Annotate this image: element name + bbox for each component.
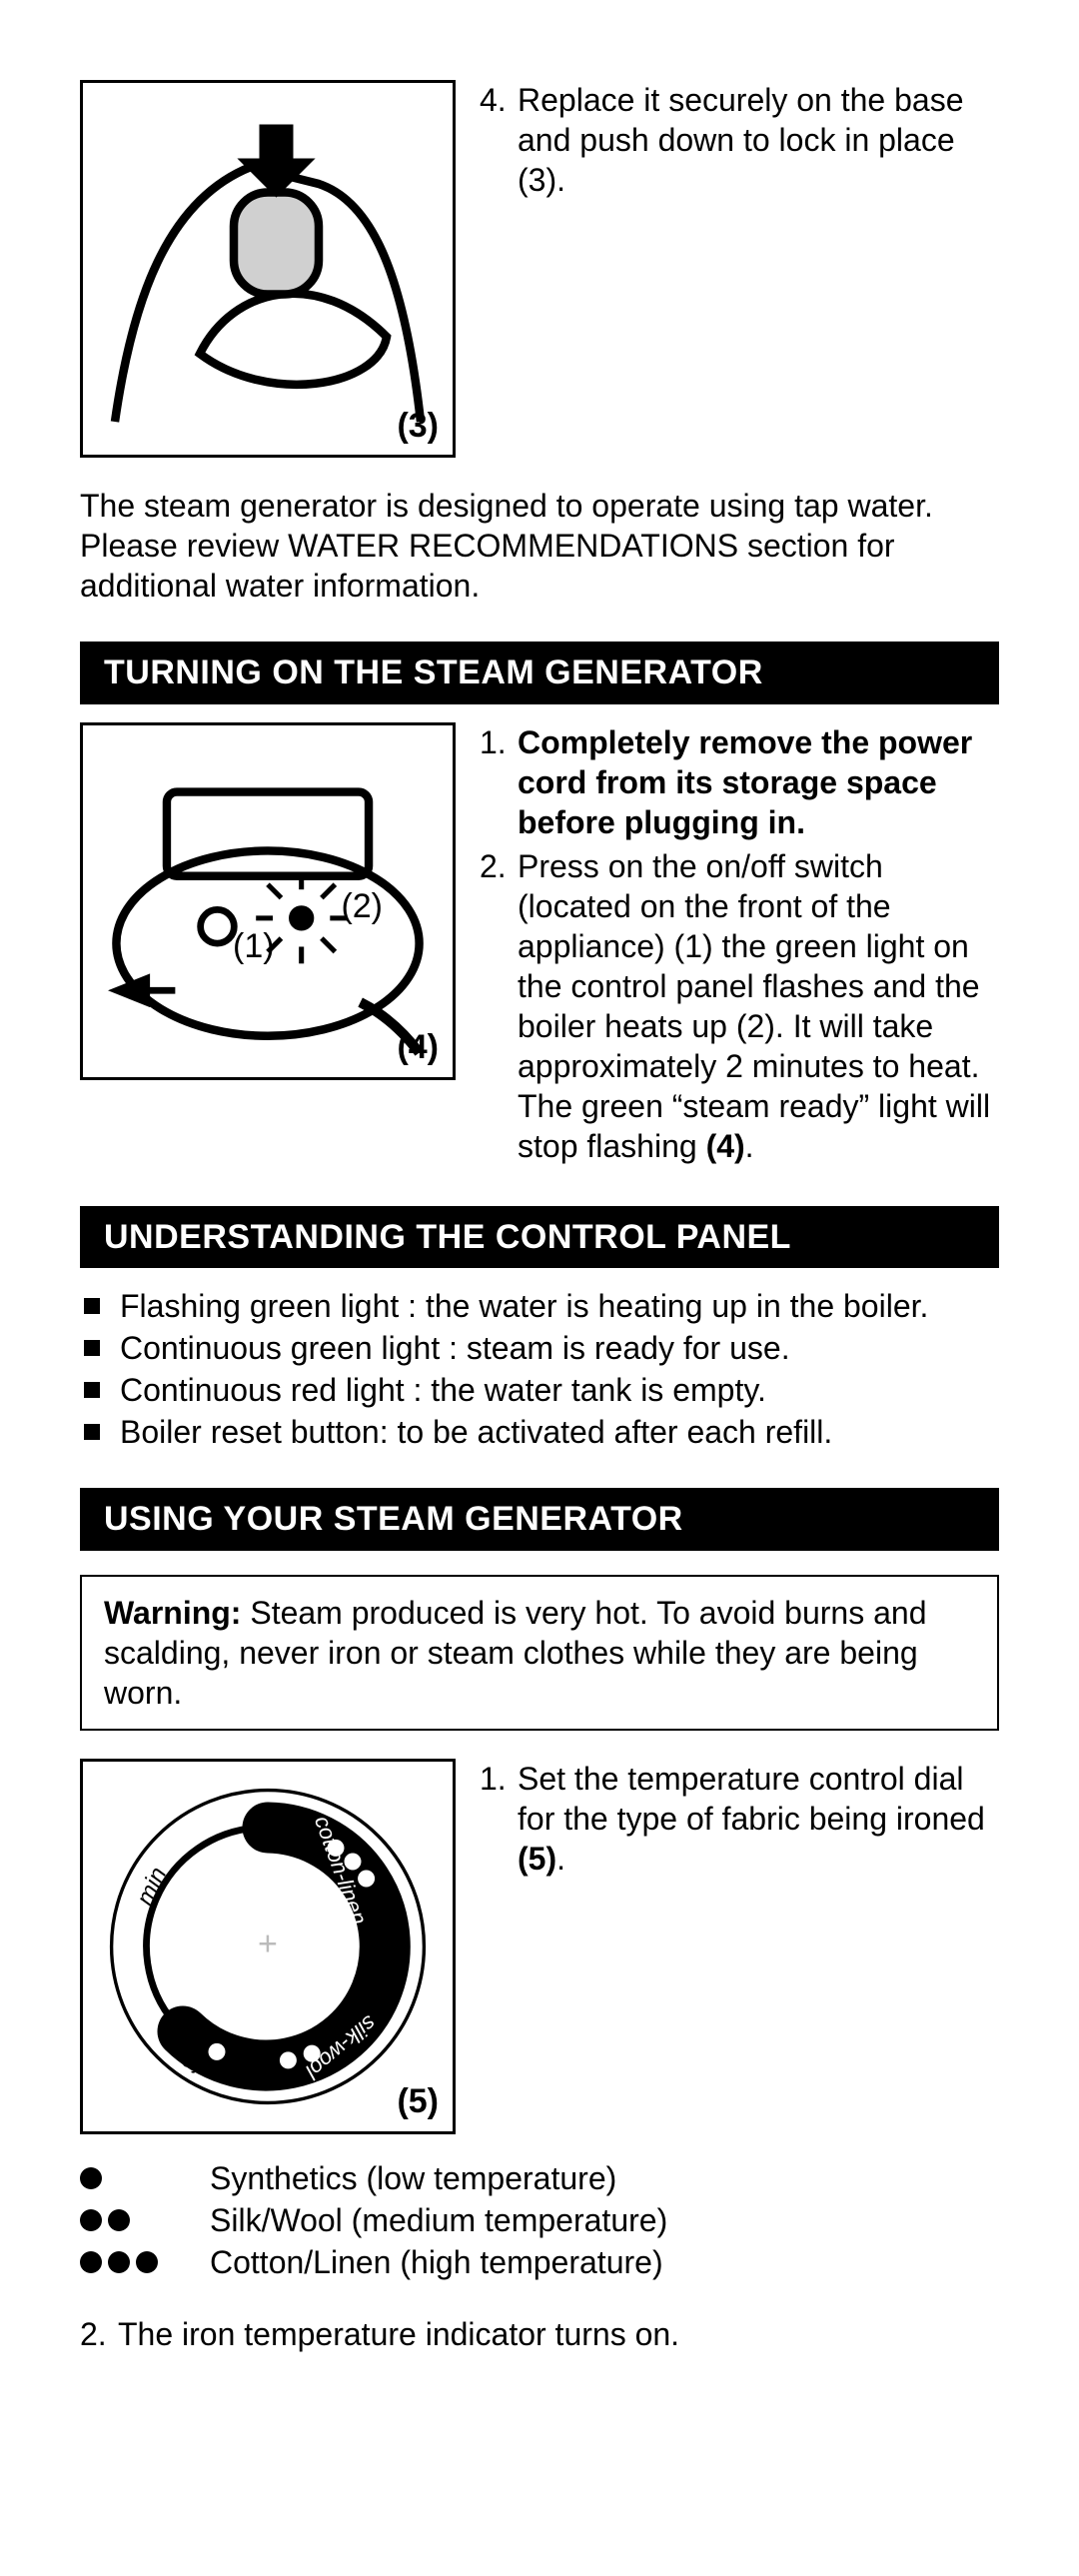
step-4-text: Replace it securely on the base and push… — [518, 80, 999, 200]
figure-4-callout-2: (2) — [341, 885, 383, 928]
figure-4-illustration — [98, 741, 438, 1061]
dot-icon — [108, 2209, 130, 2231]
legend-dots-1 — [80, 2167, 210, 2189]
dot-icon — [80, 2209, 102, 2231]
legend-row-1: Silk/Wool (medium temperature) — [80, 2200, 999, 2240]
turning-on-step-2-text: Press on the on/off switch (located on t… — [518, 846, 999, 1166]
dot-icon — [136, 2251, 158, 2273]
dot-icon — [80, 2167, 102, 2189]
using-step-2-num: 2. — [80, 2314, 118, 2354]
control-panel-item-3: Boiler reset button: to be activated aft… — [120, 1412, 999, 1452]
dot-icon — [108, 2251, 130, 2273]
figure-3-illustration — [98, 99, 438, 439]
legend-dots-2 — [80, 2209, 210, 2231]
turning-on-step-1-text: Completely remove the power cord from it… — [518, 722, 999, 842]
turning-on-step-1: 1. Completely remove the power cord from… — [480, 722, 999, 842]
temperature-legend: Synthetics (low temperature) Silk/Wool (… — [80, 2158, 999, 2282]
figure-4-label: (4) — [397, 1026, 439, 1069]
warning-box: Warning: Steam produced is very hot. To … — [80, 1575, 999, 1731]
figure-5-label: (5) — [397, 2080, 439, 2123]
control-panel-list: Flashing green light : the water is heat… — [80, 1286, 999, 1452]
using-step-1-num: 1. — [480, 1759, 518, 1879]
section-using-title: USING YOUR STEAM GENERATOR — [80, 1488, 999, 1551]
figure-5: + min synthetics silk-wool cotton-linen … — [80, 1759, 456, 2134]
turning-on-step-2: 2. Press on the on/off switch (located o… — [480, 846, 999, 1166]
using-step-1-list: 1. Set the temperature control dial for … — [480, 1759, 999, 2134]
control-panel-item-0: Flashing green light : the water is heat… — [120, 1286, 999, 1326]
control-panel-item-1: Continuous green light : steam is ready … — [120, 1328, 999, 1368]
turning-on-step-2-num: 2. — [480, 846, 518, 1166]
using-step-2-text: The iron temperature indicator turns on. — [118, 2314, 679, 2354]
using-step-2: 2. The iron temperature indicator turns … — [80, 2314, 999, 2354]
using-step-1-row: + min synthetics silk-wool cotton-linen … — [80, 1759, 999, 2134]
water-note: The steam generator is designed to opera… — [80, 486, 999, 606]
using-step-1-text: Set the temperature control dial for the… — [518, 1759, 999, 1879]
step-4-number: 4. — [480, 80, 518, 200]
svg-text:+: + — [258, 1925, 278, 1962]
legend-row-0: Synthetics (low temperature) — [80, 2158, 999, 2198]
step-4-list: 4. Replace it securely on the base and p… — [480, 80, 999, 458]
step-4: 4. Replace it securely on the base and p… — [480, 80, 999, 200]
using-step-1: 1. Set the temperature control dial for … — [480, 1759, 999, 1879]
section-control-panel-title: UNDERSTANDING THE CONTROL PANEL — [80, 1206, 999, 1269]
turning-on-row: (1) (2) (4) 1. Completely remove the pow… — [80, 722, 999, 1170]
figure-3-label: (3) — [397, 405, 439, 448]
warning-label: Warning: — [104, 1595, 241, 1631]
figure-4: (1) (2) (4) — [80, 722, 456, 1080]
dot-icon — [80, 2251, 102, 2273]
control-panel-item-2: Continuous red light : the water tank is… — [120, 1370, 999, 1410]
legend-row-2: Cotton/Linen (high temperature) — [80, 2242, 999, 2282]
figure-4-callout-1: (1) — [233, 925, 275, 968]
legend-dots-3 — [80, 2251, 210, 2273]
turning-on-steps: 1. Completely remove the power cord from… — [480, 722, 999, 1170]
legend-label-0: Synthetics (low temperature) — [210, 2158, 616, 2198]
section-turning-on-title: TURNING ON THE STEAM GENERATOR — [80, 642, 999, 704]
using-step-2-list: 2. The iron temperature indicator turns … — [80, 2314, 999, 2354]
figure-3: (3) — [80, 80, 456, 458]
step-4-row: (3) 4. Replace it securely on the base a… — [80, 80, 999, 458]
legend-label-2: Cotton/Linen (high temperature) — [210, 2242, 663, 2282]
turning-on-step-1-num: 1. — [480, 722, 518, 842]
legend-label-1: Silk/Wool (medium temperature) — [210, 2200, 667, 2240]
